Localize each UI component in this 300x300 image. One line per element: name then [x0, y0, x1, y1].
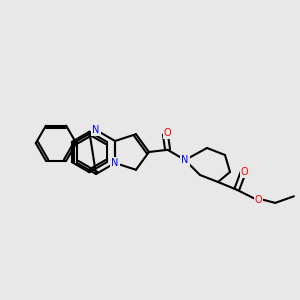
Text: O: O — [164, 128, 171, 138]
Text: N: N — [111, 158, 119, 168]
Text: O: O — [255, 195, 262, 205]
Text: O: O — [241, 167, 248, 177]
Text: N: N — [92, 125, 100, 135]
Text: N: N — [181, 155, 189, 165]
Text: N: N — [111, 158, 119, 168]
